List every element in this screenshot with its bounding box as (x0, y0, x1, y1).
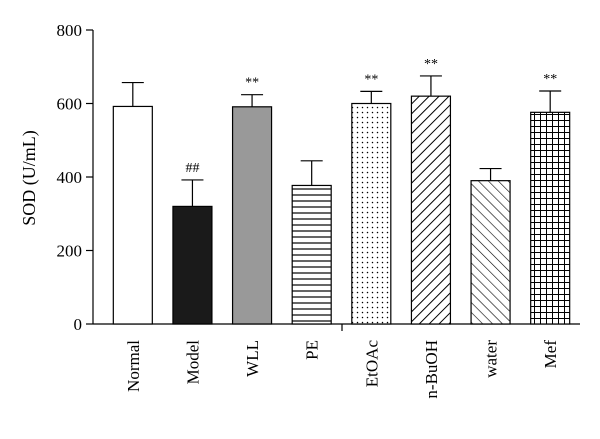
x-tick-label: PE (303, 340, 322, 360)
bar-n-buoh (410, 95, 452, 325)
bar-model (172, 205, 213, 325)
y-tick-label: 800 (57, 21, 83, 40)
significance-marker: ** (543, 72, 557, 87)
x-tick-label: Mef (541, 340, 560, 369)
bar-mef (530, 111, 571, 325)
bar-pe (291, 184, 332, 325)
bar-normal (112, 105, 153, 325)
y-tick-label: 400 (57, 168, 83, 187)
significance-marker: ** (245, 76, 259, 91)
bar-wll (231, 106, 273, 325)
y-tick-label: 0 (74, 315, 83, 334)
significance-marker: ## (185, 161, 199, 176)
x-tick-label: Normal (124, 340, 143, 392)
y-tick-label: 600 (57, 95, 83, 114)
significance-marker: ** (424, 57, 438, 72)
x-tick-label: n-BuOH (422, 340, 441, 399)
y-axis: 0 200 400 600 800 (57, 21, 94, 334)
significance-marker: ** (364, 72, 378, 87)
x-tick-label: EtOAc (362, 340, 381, 388)
x-tick-label: WLL (243, 340, 262, 377)
bar-etoac (351, 102, 392, 325)
y-tick-label: 200 (57, 242, 83, 261)
x-tick-label: Model (183, 340, 202, 385)
bars: ## ** ** ** ** (112, 57, 571, 325)
bar-water (470, 180, 511, 325)
x-tick-label: water (482, 340, 501, 378)
x-axis: Normal Model WLL PE EtOAc n-BuOH water Mef (93, 323, 580, 399)
y-axis-label: SOD (U/mL) (19, 130, 40, 226)
